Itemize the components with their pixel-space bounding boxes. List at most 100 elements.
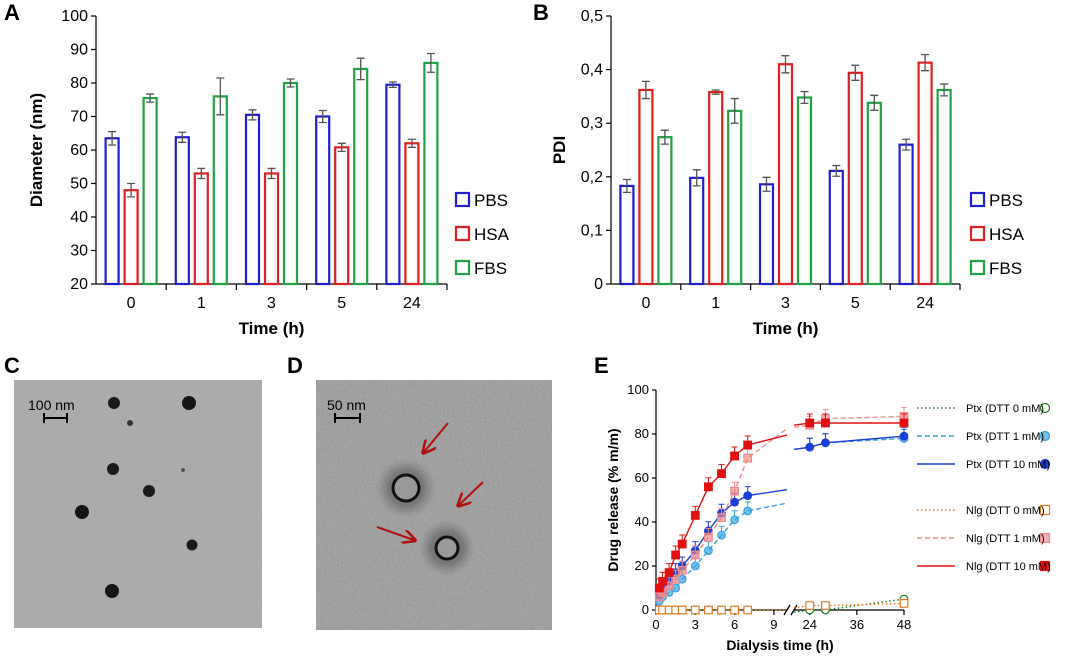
data-point <box>690 605 700 615</box>
data-point <box>677 565 687 575</box>
error-bar <box>660 129 669 145</box>
y-tick-label: 30 <box>70 243 88 260</box>
error-bar <box>705 477 712 483</box>
legend-label-hsa: HSA <box>989 225 1025 244</box>
y-tick-label: 0,4 <box>581 62 603 79</box>
y-tick-label: 20 <box>70 276 88 293</box>
error-bar <box>216 77 225 116</box>
x-axis-label: Time (h) <box>239 319 305 338</box>
error-bar <box>197 167 206 180</box>
bar-pbs <box>898 143 914 286</box>
error-bar <box>711 89 720 95</box>
tem-image-c: 100 nm <box>14 380 262 628</box>
data-point <box>677 539 687 549</box>
legend-label: Nlg (DTT 1 mM) <box>966 533 1045 545</box>
x-tick-label: 6 <box>731 617 738 632</box>
legend-label: Ptx (DTT 10 mM) <box>966 459 1050 471</box>
bar-fbs <box>796 96 813 286</box>
error-bar <box>407 138 416 148</box>
bar-fbs <box>936 88 952 286</box>
bar-hsa <box>193 172 209 286</box>
bar-pbs <box>104 137 120 286</box>
error-bar <box>705 527 712 534</box>
nanoparticle <box>108 397 120 409</box>
data-point <box>690 561 700 571</box>
y-tick-label: 0,1 <box>581 222 603 239</box>
bar-hsa <box>404 142 420 286</box>
y-tick-label: 90 <box>70 42 88 59</box>
bar-pbs <box>689 176 705 286</box>
x-axis-label: Dialysis time (h) <box>726 637 833 653</box>
nanoparticle <box>186 539 198 551</box>
error-bar <box>731 510 738 516</box>
error-bar <box>705 521 712 527</box>
micelle <box>434 535 460 561</box>
panel-label-c: C <box>4 353 20 378</box>
y-tick-label: 80 <box>635 426 649 441</box>
x-tick-label: 9 <box>770 617 777 632</box>
bar-pbs <box>758 183 775 286</box>
bar-pbs <box>619 184 635 286</box>
error-bar <box>622 178 631 193</box>
tem-image-d: 50 nm <box>316 380 552 630</box>
error-bar <box>692 545 699 551</box>
error-bar <box>672 569 679 576</box>
data-point <box>805 418 815 428</box>
data-point <box>730 605 739 615</box>
y-tick-label: 0 <box>594 276 603 293</box>
error-bar <box>679 534 686 540</box>
error-bar <box>318 109 327 124</box>
nanoparticle <box>182 396 196 410</box>
y-tick-label: 0,5 <box>581 8 603 25</box>
micelle <box>391 473 421 503</box>
data-point <box>730 486 739 496</box>
nanoparticle <box>105 584 119 598</box>
error-bar <box>921 53 930 72</box>
data-point <box>743 491 753 501</box>
error-bar <box>806 413 813 419</box>
x-tick-label: 3 <box>692 617 699 632</box>
nanoparticle <box>181 468 185 472</box>
arrow-pointer <box>376 526 414 540</box>
error-bar <box>800 90 809 105</box>
y-axis-label: Drug release (% m/m) <box>605 428 621 571</box>
data-point <box>743 453 753 463</box>
bar-fbs <box>866 101 882 286</box>
y-axis-label: Diameter (nm) <box>27 93 46 207</box>
data-point <box>704 546 713 555</box>
x-tick-label: 0 <box>652 617 659 632</box>
bar-fbs <box>657 136 673 286</box>
y-tick-label: 60 <box>70 142 88 159</box>
error-bar <box>744 448 751 455</box>
bar-hsa <box>123 189 139 286</box>
y-tick-label: 100 <box>61 8 88 25</box>
bar-fbs <box>282 81 299 286</box>
data-point <box>690 511 700 520</box>
error-bar <box>659 571 666 578</box>
legend-label: Nlg (DTT 10 mM) <box>966 561 1051 573</box>
arrow-pointer <box>459 481 484 505</box>
x-tick-label: 5 <box>337 295 346 312</box>
data-point <box>899 431 909 441</box>
error-bar <box>832 164 841 177</box>
error-bar <box>178 131 187 143</box>
data-point <box>899 598 909 608</box>
error-bar <box>731 446 738 452</box>
x-tick-label: 0 <box>127 295 136 312</box>
error-bar <box>901 406 907 413</box>
data-point <box>703 532 713 542</box>
bar-pbs <box>174 136 190 286</box>
data-point <box>671 574 681 584</box>
error-bar <box>851 64 860 81</box>
legend-marker <box>1039 430 1051 442</box>
legend-label-pbs: PBS <box>474 191 508 210</box>
legend-marker <box>1039 402 1051 414</box>
data-point <box>743 506 753 516</box>
error-bar <box>744 501 751 507</box>
legend-swatch-hsa <box>969 225 986 242</box>
legend-swatch-fbs <box>969 259 986 276</box>
x-tick-label: 36 <box>850 617 864 632</box>
scale-label-d: 50 nm <box>327 397 366 413</box>
bar-fbs <box>727 109 743 286</box>
